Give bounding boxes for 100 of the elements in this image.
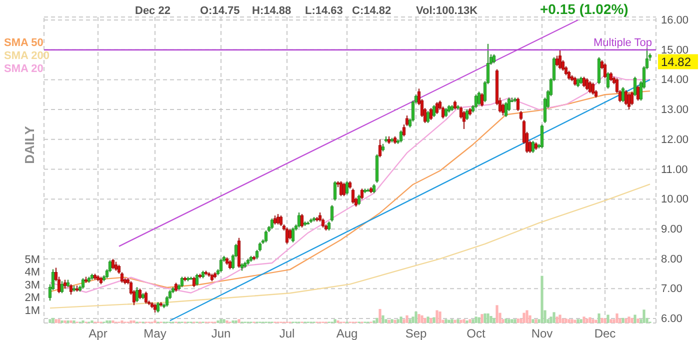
bar (424, 318, 426, 323)
price-tag: 14.82 (658, 54, 698, 70)
x-tick-label: Apr (88, 326, 108, 340)
candlestick (270, 218, 274, 230)
candlestick (516, 97, 520, 112)
bar (130, 320, 132, 323)
bar (466, 320, 468, 323)
bar (456, 319, 460, 323)
x-tick-label: May (144, 326, 166, 340)
bar (606, 314, 610, 323)
bar (414, 312, 418, 323)
bar (592, 319, 594, 323)
bar (438, 312, 442, 323)
candlestick (621, 86, 625, 103)
bar (64, 320, 66, 323)
candlestick (357, 194, 361, 206)
bar (394, 320, 396, 323)
y-tick-label: 10.00 (661, 194, 689, 206)
candlestick (195, 273, 199, 286)
bar (604, 318, 606, 323)
bar (622, 318, 624, 323)
bar (70, 320, 72, 323)
y2-tick-label: 4M (24, 266, 40, 279)
bar (510, 319, 514, 323)
bar (334, 319, 336, 323)
bar (234, 320, 238, 323)
text: O:14.75 (200, 5, 240, 17)
candlestick (597, 56, 601, 85)
candlestick (480, 92, 484, 108)
bar (472, 319, 474, 323)
bar (598, 313, 600, 323)
bar (496, 305, 498, 323)
candlestick (432, 104, 436, 118)
bar (522, 312, 526, 323)
text: SMA 20 (4, 63, 44, 75)
bar (454, 320, 456, 323)
bar (432, 317, 436, 323)
bar (408, 319, 412, 323)
candlestick (591, 82, 595, 96)
x-tick-label: Oct (466, 326, 486, 340)
candlestick (627, 92, 631, 110)
bar (400, 316, 402, 323)
bar (384, 319, 388, 323)
bar (72, 320, 76, 323)
bar (436, 310, 438, 323)
line-series (49, 184, 651, 309)
candlestick (180, 276, 184, 288)
bar (52, 318, 54, 323)
candlestick (531, 140, 535, 154)
candlestick (360, 188, 364, 200)
candlestick (582, 76, 586, 88)
candlestick (300, 214, 304, 228)
candlestick (297, 212, 301, 228)
text: SMA 50 (4, 37, 44, 49)
bar (66, 320, 70, 323)
candlestick (351, 188, 355, 204)
candlestick (465, 109, 469, 120)
candlestick (138, 288, 142, 300)
candlestick (426, 110, 430, 124)
bar (492, 318, 496, 323)
bar (382, 315, 384, 323)
y-tick-label: 6.00 (661, 313, 682, 326)
bar (106, 320, 108, 323)
bar (418, 314, 420, 323)
bar (376, 318, 378, 323)
bar (60, 320, 64, 323)
ref-line-label: Multiple Top (594, 36, 652, 49)
bar (226, 320, 228, 323)
bar (484, 313, 486, 323)
bar (402, 319, 406, 323)
bar (444, 319, 448, 323)
x-tick-label: Aug (336, 326, 358, 340)
bar (388, 320, 390, 323)
candlestick (81, 278, 85, 290)
y2-tick-label: 1M (24, 304, 40, 317)
bar (48, 319, 52, 323)
candlestick (555, 55, 559, 67)
candlestick (540, 124, 544, 149)
bar (372, 320, 376, 323)
bar (108, 320, 112, 323)
candlestick (288, 228, 292, 240)
bar (594, 320, 598, 323)
text: +0.15 (1.02%) (540, 1, 628, 17)
bar (624, 318, 628, 323)
y-tick-label: 14.00 (661, 74, 689, 86)
bar (450, 319, 454, 323)
bar (474, 316, 478, 323)
y-tick-label: 7.00 (661, 283, 682, 296)
candlestick (69, 284, 73, 296)
bar (396, 319, 400, 323)
bar (490, 316, 492, 323)
candlestick (192, 276, 196, 288)
bar (486, 313, 490, 323)
x-tick-label: Sep (405, 326, 427, 340)
candlestick (462, 110, 466, 130)
bar (390, 319, 394, 323)
bar (468, 319, 472, 323)
candlestick (330, 204, 334, 222)
candlestick (378, 138, 382, 158)
bar (216, 320, 220, 323)
